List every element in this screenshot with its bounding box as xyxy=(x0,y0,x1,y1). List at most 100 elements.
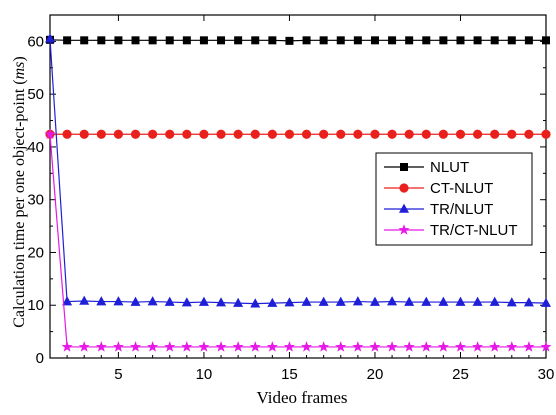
data-point-tr-ct-nlut xyxy=(266,341,278,352)
series-ct-nlut xyxy=(45,129,551,139)
y-tick-label: 40 xyxy=(27,139,44,156)
data-point-tr-nlut xyxy=(455,296,466,306)
data-point-nlut xyxy=(199,36,208,45)
data-point-nlut xyxy=(456,36,465,45)
data-point-nlut xyxy=(422,36,431,45)
data-point-ct-nlut xyxy=(353,129,363,139)
y-axis-title: Calculation time per one object-point (m… xyxy=(11,56,28,327)
data-point-tr-ct-nlut xyxy=(249,341,261,352)
data-point-tr-ct-nlut xyxy=(130,341,142,352)
data-point-ct-nlut xyxy=(301,129,312,139)
data-point-tr-nlut xyxy=(352,296,363,306)
data-point-ct-nlut xyxy=(421,129,431,139)
data-point-ct-nlut xyxy=(199,129,209,139)
data-point-tr-nlut xyxy=(506,297,517,307)
data-point-tr-nlut xyxy=(541,297,551,307)
data-point-nlut xyxy=(319,36,328,45)
data-point-tr-nlut xyxy=(130,296,141,306)
data-point-tr-ct-nlut xyxy=(403,341,415,352)
data-point-tr-nlut xyxy=(301,296,312,306)
data-point-tr-nlut xyxy=(79,295,90,305)
data-point-tr-ct-nlut xyxy=(283,341,295,352)
data-point-ct-nlut xyxy=(233,129,243,139)
legend-label-tr-ct-nlut: TR/CT-NLUT xyxy=(430,222,518,239)
y-tick-label: 50 xyxy=(27,86,44,103)
data-point-ct-nlut xyxy=(541,129,551,139)
data-point-nlut xyxy=(542,36,550,45)
y-tick-label: 10 xyxy=(27,297,44,314)
data-point-tr-nlut xyxy=(421,296,432,306)
y-tick-label: 30 xyxy=(27,192,44,209)
data-point-ct-nlut xyxy=(216,129,226,139)
data-point-tr-ct-nlut xyxy=(386,341,398,352)
y-tick-label: 60 xyxy=(27,33,44,50)
data-point-ct-nlut xyxy=(472,129,483,139)
legend: NLUT CT-NLUT TR/NLUT TR/CT-NLUT xyxy=(375,152,533,246)
data-point-tr-ct-nlut xyxy=(420,341,432,352)
data-point-tr-nlut xyxy=(96,296,107,306)
series-layer xyxy=(44,33,552,352)
data-point-nlut xyxy=(370,36,379,45)
data-point-nlut xyxy=(114,36,123,45)
data-point-tr-nlut xyxy=(250,298,261,308)
data-point-tr-nlut xyxy=(387,296,398,306)
data-point-tr-nlut xyxy=(233,297,244,307)
data-point-tr-ct-nlut xyxy=(112,341,124,352)
data-point-ct-nlut xyxy=(336,129,346,139)
data-point-nlut xyxy=(131,36,140,45)
series-tr-ct-nlut xyxy=(44,128,552,352)
data-point-tr-ct-nlut xyxy=(232,341,244,352)
data-point-tr-ct-nlut xyxy=(352,341,364,352)
series-line-nlut xyxy=(49,39,546,42)
data-point-tr-nlut xyxy=(62,296,73,306)
x-tick-label: 10 xyxy=(196,366,213,383)
data-point-tr-ct-nlut xyxy=(301,341,313,352)
data-point-nlut xyxy=(251,36,260,45)
data-point-nlut xyxy=(353,36,362,45)
data-point-tr-nlut xyxy=(113,296,124,306)
data-point-nlut xyxy=(336,36,345,45)
data-point-tr-ct-nlut xyxy=(472,341,484,352)
legend-label-ct-nlut: CT-NLUT xyxy=(430,180,493,197)
x-tick-label: 15 xyxy=(281,366,298,383)
data-point-tr-ct-nlut xyxy=(78,341,90,352)
data-point-tr-ct-nlut xyxy=(523,341,535,352)
legend-label-nlut: NLUT xyxy=(430,159,469,176)
data-point-tr-nlut xyxy=(216,297,227,307)
data-point-tr-ct-nlut xyxy=(95,341,107,352)
legend-label-tr-nlut: TR/NLUT xyxy=(430,201,493,218)
data-point-tr-ct-nlut xyxy=(369,341,381,352)
data-point-ct-nlut xyxy=(404,129,414,139)
data-point-tr-nlut xyxy=(335,296,346,306)
data-point-ct-nlut xyxy=(370,129,380,139)
data-point-nlut xyxy=(63,36,72,45)
data-point-tr-ct-nlut xyxy=(164,341,176,352)
data-point-tr-ct-nlut xyxy=(61,341,73,352)
x-tick-label: 30 xyxy=(538,366,555,383)
data-point-tr-ct-nlut xyxy=(489,341,501,352)
data-point-tr-nlut xyxy=(489,296,500,306)
data-point-ct-nlut xyxy=(284,129,295,139)
data-point-ct-nlut xyxy=(148,129,158,139)
data-point-tr-nlut xyxy=(198,296,209,306)
data-point-ct-nlut xyxy=(455,129,466,139)
series-tr-nlut xyxy=(45,33,551,308)
data-point-ct-nlut xyxy=(507,129,517,139)
y-axis-title-close: ) xyxy=(11,56,28,61)
data-point-tr-nlut xyxy=(147,296,158,306)
data-point-tr-ct-nlut xyxy=(506,341,518,352)
data-point-nlut xyxy=(148,36,157,45)
plot-frame xyxy=(49,14,547,359)
data-point-tr-nlut xyxy=(267,297,278,307)
data-point-tr-ct-nlut xyxy=(147,341,159,352)
data-point-tr-ct-nlut xyxy=(44,128,56,139)
data-point-tr-ct-nlut xyxy=(335,341,347,352)
x-axis-title: Video frames xyxy=(256,388,347,407)
data-point-tr-ct-nlut xyxy=(454,341,466,352)
data-point-tr-nlut xyxy=(181,297,192,307)
data-point-tr-ct-nlut xyxy=(181,341,193,352)
data-point-nlut xyxy=(490,36,499,45)
data-point-ct-nlut xyxy=(96,129,106,139)
